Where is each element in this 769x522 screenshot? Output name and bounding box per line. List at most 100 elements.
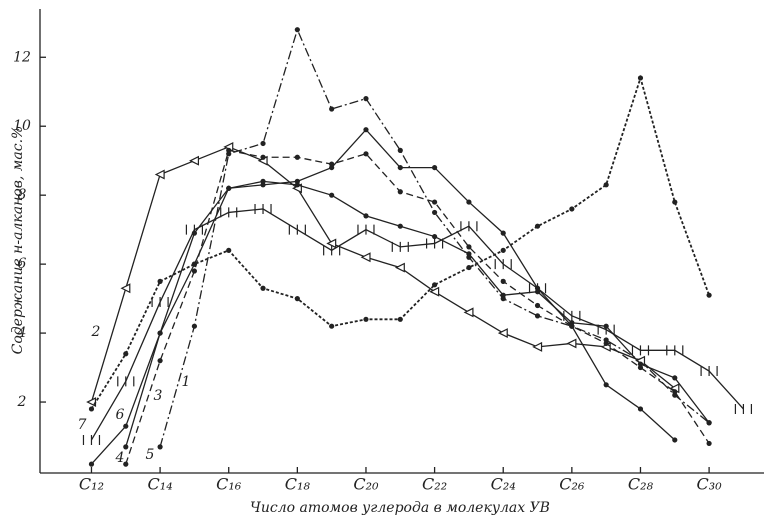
marker bbox=[497, 328, 508, 339]
marker bbox=[597, 324, 615, 335]
marker bbox=[500, 230, 506, 236]
marker bbox=[466, 244, 472, 250]
marker bbox=[534, 223, 541, 229]
marker bbox=[500, 292, 506, 298]
marker bbox=[603, 382, 609, 388]
marker bbox=[431, 164, 438, 171]
x-tick-label: C₂₈ bbox=[628, 475, 654, 494]
marker bbox=[431, 282, 438, 288]
series-label: 1 bbox=[182, 374, 191, 390]
marker bbox=[363, 213, 369, 219]
marker bbox=[329, 192, 335, 198]
marker bbox=[391, 241, 409, 252]
marker bbox=[288, 224, 306, 235]
marker bbox=[637, 364, 644, 371]
marker bbox=[532, 341, 543, 352]
y-tick-label: 8 bbox=[18, 187, 27, 203]
series-label: 4 bbox=[115, 450, 125, 466]
marker bbox=[329, 161, 335, 167]
marker bbox=[569, 323, 575, 329]
marker bbox=[157, 358, 163, 364]
marker bbox=[429, 286, 440, 297]
marker bbox=[363, 316, 369, 322]
marker bbox=[397, 147, 403, 153]
series-line bbox=[90, 146, 676, 403]
marker bbox=[191, 268, 198, 274]
marker bbox=[123, 461, 129, 467]
marker bbox=[672, 389, 678, 395]
marker bbox=[397, 223, 403, 229]
marker bbox=[329, 106, 335, 112]
marker bbox=[226, 247, 232, 253]
marker bbox=[534, 313, 541, 319]
y-axis-label: Содержание н-алканов, мас.% bbox=[10, 126, 26, 355]
series-label: 7 bbox=[78, 417, 87, 433]
marker bbox=[631, 345, 650, 356]
x-tick-label: C₂₂ bbox=[422, 475, 447, 494]
marker bbox=[534, 302, 541, 309]
marker bbox=[226, 185, 232, 191]
marker bbox=[500, 247, 506, 253]
x-tick-label: C₂₆ bbox=[559, 475, 585, 494]
marker bbox=[466, 251, 472, 257]
marker bbox=[397, 164, 403, 171]
marker bbox=[254, 203, 272, 214]
x-tick-label: C₁₆ bbox=[216, 475, 242, 494]
marker bbox=[88, 406, 95, 412]
series-label: 6 bbox=[116, 407, 125, 423]
marker bbox=[357, 224, 375, 235]
marker bbox=[603, 340, 609, 347]
marker bbox=[363, 96, 369, 102]
marker bbox=[706, 440, 712, 447]
series-line bbox=[90, 208, 744, 441]
marker bbox=[82, 434, 101, 445]
x-tick-label: C₁₄ bbox=[148, 475, 173, 494]
marker bbox=[394, 262, 405, 273]
marker bbox=[672, 199, 678, 205]
marker bbox=[528, 283, 547, 294]
marker bbox=[360, 252, 371, 263]
series-line bbox=[90, 128, 676, 465]
x-tick-label: C₂₀ bbox=[353, 475, 379, 494]
marker bbox=[706, 420, 712, 426]
marker bbox=[151, 297, 169, 308]
marker bbox=[157, 444, 163, 450]
marker bbox=[123, 444, 129, 450]
marker bbox=[294, 296, 300, 302]
x-tick-label: C₁₂ bbox=[79, 475, 104, 494]
marker bbox=[431, 209, 438, 216]
marker bbox=[123, 351, 129, 357]
marker bbox=[117, 376, 135, 387]
marker bbox=[397, 316, 403, 322]
marker bbox=[260, 154, 266, 160]
marker bbox=[260, 285, 266, 291]
marker bbox=[566, 338, 577, 349]
marker bbox=[700, 366, 718, 377]
marker bbox=[463, 307, 474, 318]
y-tick-label: 6 bbox=[18, 256, 27, 272]
marker bbox=[294, 27, 300, 33]
series-label: 2 bbox=[91, 324, 101, 340]
marker bbox=[672, 375, 678, 381]
marker bbox=[189, 155, 200, 166]
marker bbox=[86, 397, 97, 408]
x-tick-label: C₁₈ bbox=[285, 475, 311, 494]
marker bbox=[154, 169, 165, 180]
marker bbox=[563, 310, 581, 321]
marker bbox=[294, 178, 300, 184]
marker bbox=[363, 151, 369, 157]
marker bbox=[500, 278, 506, 284]
marker bbox=[637, 406, 644, 412]
marker bbox=[260, 182, 266, 188]
marker bbox=[191, 323, 198, 329]
marker bbox=[226, 147, 232, 153]
marker bbox=[157, 278, 163, 284]
marker bbox=[260, 140, 266, 147]
series-line bbox=[159, 27, 710, 448]
series-line bbox=[125, 149, 710, 465]
y-tick-label: 10 bbox=[13, 118, 31, 134]
marker bbox=[706, 292, 712, 298]
marker bbox=[397, 189, 403, 195]
series-label: 3 bbox=[154, 388, 163, 404]
